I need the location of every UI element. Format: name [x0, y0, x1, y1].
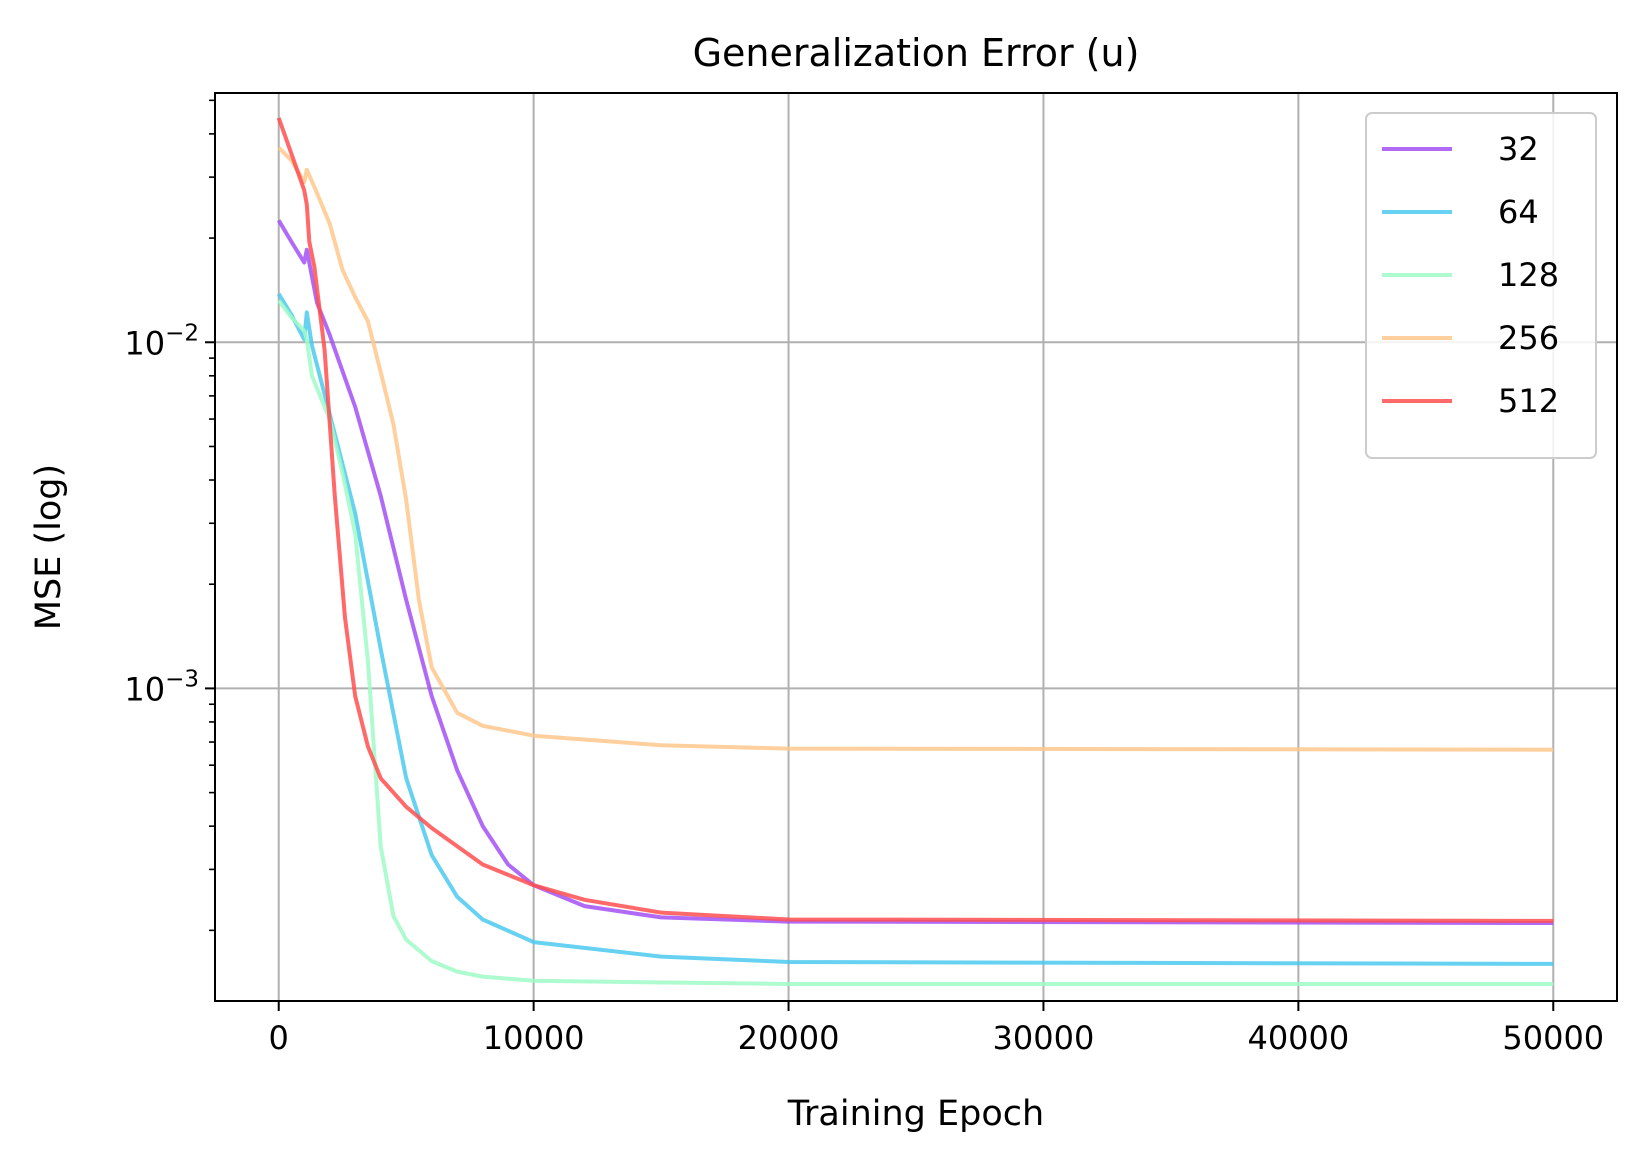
chart-title: Generalization Error (u): [693, 31, 1140, 75]
series-line-32: [276, 219, 1554, 925]
y-axis-label: MSE (log): [29, 464, 69, 630]
x-tick-label: 40000: [1247, 1019, 1349, 1057]
x-tick-label: 10000: [483, 1019, 585, 1057]
x-axis: 0 10000 20000 30000 40000 50000: [269, 1001, 1604, 1057]
series-line-512: [276, 117, 1554, 923]
legend-label-128: 128: [1498, 256, 1559, 294]
legend: 32 64 128 256 512: [1365, 112, 1597, 459]
grid: [215, 93, 1617, 1001]
legend-label-256: 256: [1498, 319, 1559, 357]
x-tick-label: 30000: [993, 1019, 1095, 1057]
x-tick-label: 20000: [738, 1019, 840, 1057]
plot-frame: [214, 92, 1618, 1002]
legend-box: [1365, 112, 1597, 459]
series-line-64: [276, 292, 1554, 966]
legend-label-64: 64: [1498, 193, 1539, 231]
legend-label-512: 512: [1498, 382, 1559, 420]
x-tick-label: 0: [269, 1019, 289, 1057]
y-tick-label: 10−3: [124, 666, 199, 708]
x-tick-label: 50000: [1502, 1019, 1604, 1057]
y-axis: 10−3 10−2: [124, 99, 215, 932]
x-axis-label: Training Epoch: [787, 1094, 1044, 1134]
legend-label-32: 32: [1498, 130, 1539, 168]
series-line-128: [277, 299, 1554, 986]
y-tick-label: 10−2: [124, 320, 199, 362]
series-line-256: [277, 146, 1554, 752]
series-layer: [276, 117, 1554, 986]
